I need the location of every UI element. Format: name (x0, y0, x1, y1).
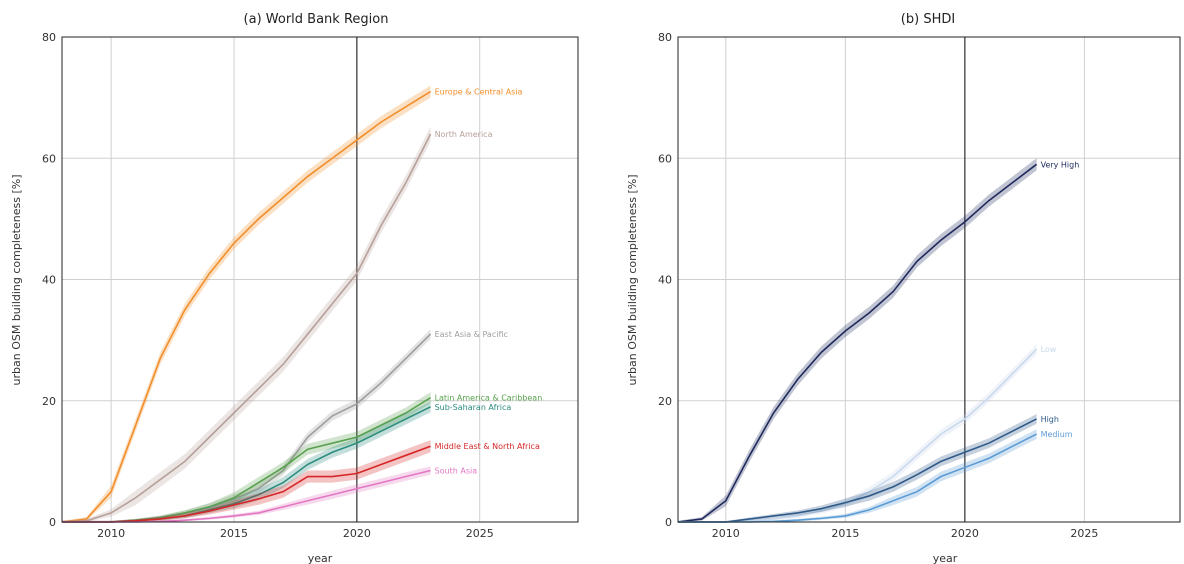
panel-a-line-europe-central-asia (61, 90, 431, 523)
panel-b-ytick-label: 40 (658, 274, 672, 287)
panel-shdi: (b) SHDI year urban OSM building complet… (626, 12, 1181, 564)
panel-a-series-label-europe-central-asia: Europe & Central Asia (435, 88, 523, 97)
panel-a-line-north-america (61, 133, 432, 523)
panel-b-line-high (678, 418, 1037, 523)
panel-b-ytick-label: 80 (658, 31, 672, 44)
panel-a-ytick-label: 60 (42, 152, 56, 165)
panel-b-xtick-label: 2010 (712, 527, 740, 540)
panel-b-ytick-label: 60 (658, 152, 672, 165)
panel-a-ytick-label: 40 (42, 274, 56, 287)
panel-b-series-label-medium: Medium (1041, 430, 1073, 439)
panel-a-title: (a) World Bank Region (244, 12, 389, 27)
panel-a-series-label-latin-america-caribbean: Latin America & Caribbean (435, 394, 543, 403)
panel-b-xtick-label: 2025 (1070, 527, 1098, 540)
panel-a-ytick-label: 20 (42, 395, 56, 408)
panel-b-series-label-very-high: Very High (1041, 160, 1080, 169)
panel-b-xtick-label: 2015 (831, 527, 859, 540)
panel-b-series-label-high: High (1041, 415, 1059, 424)
panel-world-bank-region: (a) World Bank Region year urban OSM bui… (10, 12, 579, 564)
panel-a-series-label-sub-saharan-africa: Sub-Saharan Africa (435, 403, 512, 412)
panel-a-ytick-label: 80 (42, 31, 56, 44)
panel-b-plot-frame (677, 36, 1181, 523)
panel-a-band-sub-saharan-africa (62, 401, 431, 522)
panel-a-series-label-south-asia: South Asia (435, 466, 478, 475)
panel-b-xtick-label: 2020 (951, 527, 979, 540)
panel-a-series-label-north-america: North America (435, 130, 493, 139)
panel-a-plot-frame (61, 36, 579, 523)
panel-b-line-very-high (677, 163, 1038, 523)
panel-a-series-label-east-asia-pacific: East Asia & Pacific (435, 330, 508, 339)
panel-b-ylabel: urban OSM building completeness [%] (626, 175, 639, 386)
panel-b-series-label-low: Low (1041, 345, 1057, 354)
panel-a-series-label-middle-east-north-africa: Middle East & North Africa (435, 442, 540, 451)
panel-b-xlabel: year (933, 552, 958, 564)
panel-b-ytick-label: 20 (658, 395, 672, 408)
panel-b-title: (b) SHDI (901, 12, 955, 27)
panel-a-xtick-label: 2025 (466, 527, 494, 540)
panel-a-band-europe-central-asia (62, 85, 431, 522)
panel-a-xtick-label: 2015 (220, 527, 248, 540)
panel-a-xtick-label: 2010 (97, 527, 125, 540)
panel-a-ytick-label: 0 (49, 516, 56, 529)
panel-a-ylabel: urban OSM building completeness [%] (10, 175, 23, 386)
panel-b-band-very-high (678, 158, 1037, 522)
panel-b-ytick-label: 0 (665, 516, 672, 529)
panel-b-band-high (678, 414, 1037, 522)
panel-a-band-middle-east-north-africa (62, 440, 431, 522)
panel-a-xlabel: year (308, 552, 333, 564)
panel-a-xtick-label: 2020 (343, 527, 371, 540)
